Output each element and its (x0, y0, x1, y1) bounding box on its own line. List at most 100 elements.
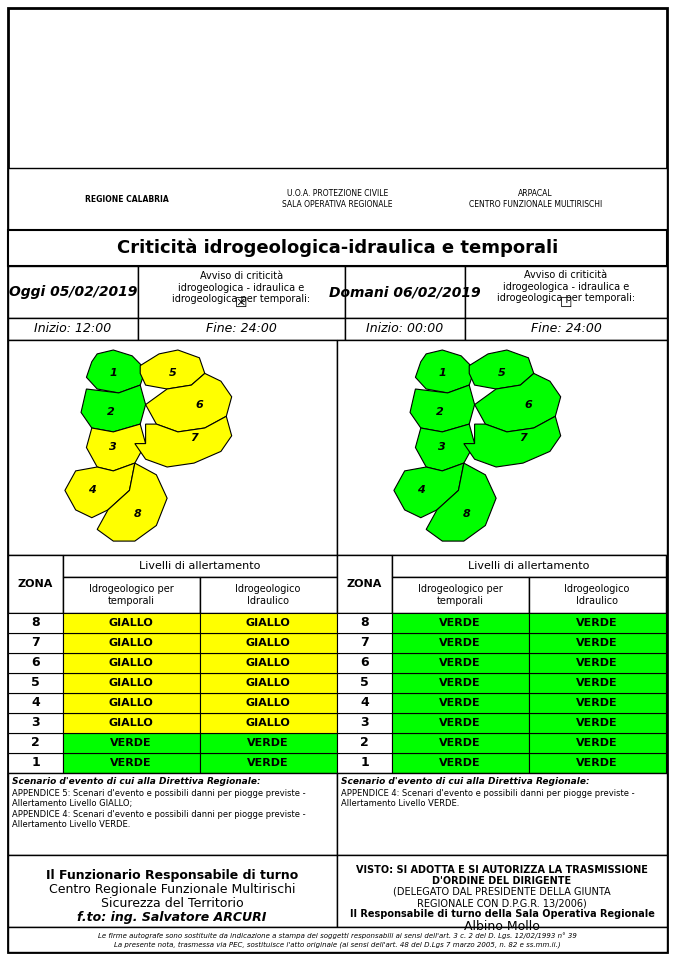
Text: 7: 7 (360, 636, 369, 650)
Bar (337, 713, 392, 733)
Bar (529, 693, 666, 713)
Bar (8, 340, 337, 555)
Text: 7: 7 (519, 433, 527, 443)
Text: VERDE: VERDE (576, 698, 618, 708)
Polygon shape (86, 424, 146, 471)
Polygon shape (415, 424, 475, 471)
Text: 1: 1 (109, 369, 117, 378)
Text: Scenario d'evento di cui alla Direttiva Regionale:: Scenario d'evento di cui alla Direttiva … (12, 777, 261, 786)
Bar (8, 713, 63, 733)
Bar (8, 633, 63, 653)
Bar (529, 577, 666, 613)
Text: Avviso di criticità
idrogeologica - idraulica e
idrogeologica per temporali:: Avviso di criticità idrogeologica - idra… (497, 270, 635, 303)
Bar (138, 266, 345, 318)
Text: D'ORDINE DEL DIRIGENTE: D'ORDINE DEL DIRIGENTE (433, 876, 572, 886)
Polygon shape (394, 463, 464, 517)
Text: Criticità idrogeologica-idraulica e temporali: Criticità idrogeologica-idraulica e temp… (117, 239, 558, 257)
Text: GIALLO: GIALLO (246, 678, 290, 688)
Bar (63, 693, 200, 713)
Text: Il Responsabile di turno della Sala Operativa Regionale: Il Responsabile di turno della Sala Oper… (350, 909, 655, 919)
Bar (8, 266, 138, 318)
Text: APPENDICE 5: Scenari d'evento e possibili danni per piogge previste -
Allertamen: APPENDICE 5: Scenari d'evento e possibil… (12, 789, 306, 829)
Text: VERDE: VERDE (439, 698, 481, 708)
Text: Le firme autografe sono sostituite da indicazione a stampa dei soggetti responsa: Le firme autografe sono sostituite da in… (98, 932, 577, 939)
Bar (200, 633, 337, 653)
Text: GIALLO: GIALLO (109, 678, 153, 688)
Text: Domani 06/02/2019: Domani 06/02/2019 (329, 285, 481, 299)
Bar (529, 653, 666, 673)
Text: 2: 2 (436, 407, 443, 418)
Text: VERDE: VERDE (247, 738, 289, 748)
Bar (392, 693, 529, 713)
Text: APPENDICE 4: Scenari d'evento e possibili danni per piogge previste -
Allertamen: APPENDICE 4: Scenari d'evento e possibil… (341, 789, 634, 808)
Text: ZONA: ZONA (18, 579, 53, 589)
Text: 6: 6 (196, 399, 203, 410)
Bar (337, 653, 392, 673)
Bar (337, 693, 392, 713)
Bar (337, 753, 392, 773)
Polygon shape (81, 385, 146, 432)
Text: Idrogeologico
Idraulico: Idrogeologico Idraulico (564, 585, 630, 606)
Bar (63, 713, 200, 733)
Bar (8, 733, 63, 753)
Text: VERDE: VERDE (576, 658, 618, 668)
Bar (63, 577, 200, 613)
Text: 4: 4 (360, 697, 369, 709)
Text: Sicurezza del Territorio: Sicurezza del Territorio (101, 897, 243, 910)
Text: 1: 1 (360, 756, 369, 770)
Text: 4: 4 (31, 697, 40, 709)
Bar (337, 773, 667, 855)
Text: 8: 8 (462, 509, 470, 518)
Text: Oggi 05/02/2019: Oggi 05/02/2019 (9, 285, 137, 299)
Text: GIALLO: GIALLO (109, 698, 153, 708)
Bar (465, 266, 667, 318)
Bar (200, 713, 337, 733)
Polygon shape (475, 373, 561, 432)
Bar (392, 555, 666, 577)
Text: Livelli di allertamento: Livelli di allertamento (139, 561, 261, 571)
Polygon shape (65, 463, 135, 517)
Text: GIALLO: GIALLO (109, 618, 153, 628)
Text: GIALLO: GIALLO (246, 658, 290, 668)
Text: Fine: 24:00: Fine: 24:00 (206, 323, 277, 335)
Text: Il Funzionario Responsabile di turno: Il Funzionario Responsabile di turno (46, 869, 298, 882)
Text: 6: 6 (524, 399, 533, 410)
Text: VERDE: VERDE (247, 758, 289, 768)
Bar (392, 577, 529, 613)
Bar (8, 613, 63, 633)
Text: VERDE: VERDE (439, 758, 481, 768)
Polygon shape (135, 417, 232, 467)
Polygon shape (146, 373, 232, 432)
Text: 3: 3 (360, 716, 369, 730)
Text: REGIONALE CON D.P.G.R. 13/2006): REGIONALE CON D.P.G.R. 13/2006) (417, 898, 587, 908)
Text: VERDE: VERDE (439, 718, 481, 728)
Bar (8, 230, 667, 266)
Bar (337, 633, 392, 653)
Bar (63, 653, 200, 673)
Text: 2: 2 (360, 736, 369, 750)
Bar (8, 653, 63, 673)
Bar (529, 713, 666, 733)
Bar (392, 653, 529, 673)
Text: VERDE: VERDE (576, 638, 618, 648)
Bar (8, 318, 138, 340)
Bar (8, 555, 63, 613)
Text: Idrogeologico per
temporali: Idrogeologico per temporali (418, 585, 502, 606)
Bar (345, 318, 465, 340)
Text: 8: 8 (31, 616, 40, 630)
Polygon shape (426, 463, 496, 541)
Bar (63, 633, 200, 653)
Text: VERDE: VERDE (439, 738, 481, 748)
Bar (392, 673, 529, 693)
Text: U.O.A. PROTEZIONE CIVILE
SALA OPERATIVA REGIONALE: U.O.A. PROTEZIONE CIVILE SALA OPERATIVA … (282, 189, 393, 208)
Polygon shape (410, 385, 475, 432)
Text: Livelli di allertamento: Livelli di allertamento (468, 561, 590, 571)
Bar (529, 613, 666, 633)
Text: (DELEGATO DAL PRESIDENTE DELLA GIUNTA: (DELEGATO DAL PRESIDENTE DELLA GIUNTA (393, 887, 611, 897)
Text: Inizio: 12:00: Inizio: 12:00 (34, 323, 111, 335)
Text: 2: 2 (107, 407, 115, 418)
Bar (392, 613, 529, 633)
Text: Centro Regionale Funzionale Multirischi: Centro Regionale Funzionale Multirischi (49, 883, 295, 896)
Bar (337, 855, 667, 927)
Bar (8, 168, 667, 230)
